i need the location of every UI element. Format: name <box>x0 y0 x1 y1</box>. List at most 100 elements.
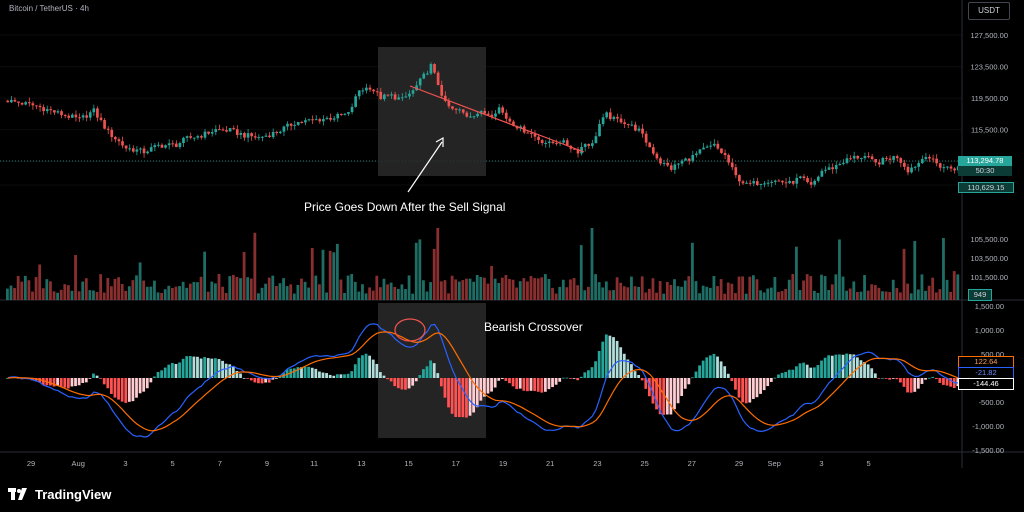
histogram-bar <box>52 378 56 387</box>
candle-body <box>816 176 820 181</box>
candle-body <box>870 156 874 160</box>
candle-body <box>232 128 236 130</box>
candle-body <box>53 110 56 113</box>
candle-body <box>623 122 626 125</box>
histogram-bar <box>267 378 271 383</box>
volume-bar <box>217 274 221 300</box>
candle-body <box>235 129 239 135</box>
volume-bar <box>924 290 927 300</box>
candle-body <box>418 78 422 86</box>
candle-body <box>426 73 429 75</box>
histogram-bar <box>597 350 601 378</box>
candle-body <box>278 131 282 134</box>
histogram-bar <box>777 374 780 378</box>
volume-bar <box>153 280 156 300</box>
candle-body <box>770 181 774 183</box>
signal-arrow-head <box>435 136 444 147</box>
candle-body <box>146 151 149 154</box>
histogram-bar <box>691 377 694 379</box>
volume-bar <box>816 292 820 300</box>
volume-bar <box>95 292 99 300</box>
time-axis-label: 3 <box>123 459 127 468</box>
volume-bar <box>432 248 436 300</box>
histogram-bar <box>38 378 42 383</box>
volume-bar <box>945 279 949 300</box>
candle-body <box>583 143 587 148</box>
histogram-bar <box>486 378 490 394</box>
volume-bar <box>551 287 554 300</box>
candle-body <box>386 94 390 96</box>
histogram-bar <box>784 371 788 378</box>
volume-bar <box>755 279 759 300</box>
candle-body <box>131 148 135 152</box>
volume-bar <box>730 283 734 300</box>
histogram-bar <box>838 354 841 378</box>
candle-body <box>544 143 548 145</box>
histogram-bar <box>224 363 228 378</box>
histogram-bar <box>371 359 375 378</box>
volume-bar <box>332 252 336 300</box>
candle-body <box>458 109 461 111</box>
footer-brand[interactable]: TradingView <box>8 484 111 504</box>
volume-bar <box>651 278 655 300</box>
volume-bar <box>257 293 260 300</box>
histogram-bar <box>579 376 583 378</box>
volume-bar <box>561 279 565 300</box>
volume-bar <box>465 278 468 300</box>
candle-body <box>189 136 192 138</box>
histogram-bar <box>271 378 275 380</box>
volume-bar <box>300 278 303 300</box>
histogram-bar <box>95 375 99 378</box>
candle-body <box>42 107 45 112</box>
candle-body <box>705 146 709 148</box>
price-axis-label: 105,500.00 <box>970 235 1008 244</box>
volume-bar <box>594 274 597 300</box>
histogram-bar <box>475 378 479 408</box>
histogram-bar <box>687 378 691 385</box>
volume-bar <box>386 284 389 300</box>
volume-bar <box>447 293 450 300</box>
candle-body <box>415 85 418 91</box>
histogram-bar <box>174 363 178 378</box>
candle-body <box>684 158 687 161</box>
currency-button[interactable]: USDT <box>968 2 1010 20</box>
candle-body <box>67 115 71 118</box>
histogram-bar <box>705 357 709 378</box>
candle-body <box>924 156 928 160</box>
histogram-bar <box>536 378 540 392</box>
candle-body <box>461 109 465 113</box>
volume-bar <box>66 285 70 300</box>
volume-bar <box>203 251 207 300</box>
histogram-bar <box>81 378 85 383</box>
histogram-bar <box>70 378 74 387</box>
volume-bar <box>274 285 278 300</box>
price-axis-label: 127,500.00 <box>970 31 1008 40</box>
candle-body <box>178 143 182 148</box>
volume-bar <box>579 245 583 300</box>
candle-body <box>723 152 727 156</box>
candle-body <box>634 124 637 131</box>
histogram-bar <box>676 378 680 404</box>
histogram-bar <box>741 378 745 403</box>
volume-bar <box>378 287 382 300</box>
candle-body <box>691 155 695 161</box>
volume-bar <box>493 278 497 300</box>
candle-body <box>164 145 167 148</box>
price-annotation: Price Goes Down After the Sell Signal <box>304 200 506 214</box>
histogram-bar <box>153 376 156 378</box>
candle-body <box>590 143 594 146</box>
candle-body <box>400 97 404 99</box>
candle-body <box>81 115 85 118</box>
volume-bar <box>113 278 117 300</box>
histogram-bar <box>163 367 167 378</box>
volume-bar <box>866 290 870 300</box>
volume-bar <box>457 281 461 300</box>
candle-body <box>759 183 763 185</box>
macd-lines <box>7 323 959 438</box>
candle-body <box>630 124 634 126</box>
volume-bar <box>63 284 67 300</box>
candle-body <box>31 103 35 106</box>
candle-body <box>526 132 530 134</box>
histogram-bar <box>439 378 443 387</box>
